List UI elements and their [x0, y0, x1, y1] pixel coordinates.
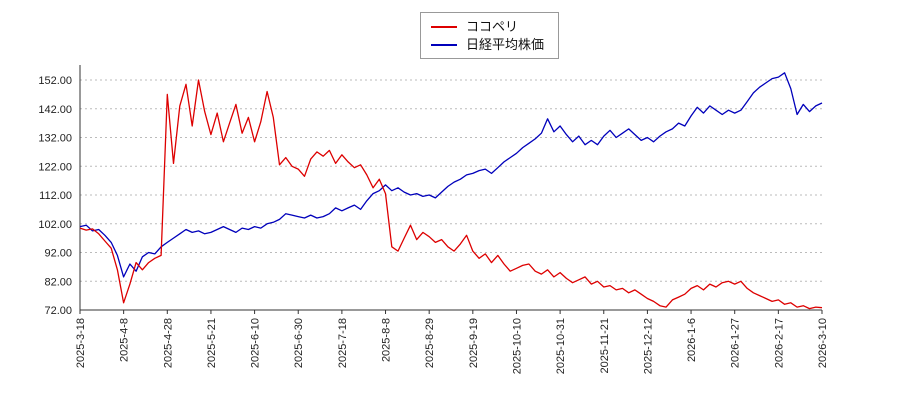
x-tick-label: 2025-6-30	[293, 318, 305, 368]
legend-label-nikkei: 日経平均株価	[466, 37, 545, 52]
series-line-kokopelli	[79, 79, 823, 310]
x-tick-label: 2026-1-27	[730, 318, 742, 368]
y-tick-label: 132.00	[38, 133, 72, 145]
x-tick-label: 2025-8-8	[381, 318, 393, 362]
x-tick-label: 2025-7-18	[337, 318, 349, 368]
x-tick-label: 2025-8-29	[424, 318, 436, 368]
series-line-nikkei	[79, 72, 823, 278]
x-tick-label: 2025-6-10	[250, 318, 262, 368]
legend-item-nikkei: 日経平均株価	[431, 38, 544, 51]
x-tick-label: 2025-9-19	[468, 318, 480, 368]
legend-label-kokopelli: ココペリ	[466, 19, 519, 34]
y-tick-label: 142.00	[38, 104, 72, 116]
y-tick-label: 82.00	[44, 276, 72, 288]
y-tick-label: 102.00	[38, 219, 72, 231]
y-tick-label: 152.00	[38, 75, 72, 87]
y-tick-label: 92.00	[44, 248, 72, 260]
x-tick-label: 2026-1-6	[686, 318, 698, 362]
x-tick-label: 2025-3-18	[75, 318, 87, 368]
x-tick-label: 2025-10-31	[555, 318, 567, 374]
x-tick-label: 2025-4-28	[162, 318, 174, 368]
x-tick-label: 2025-10-10	[511, 318, 523, 374]
x-tick-label: 2025-12-12	[642, 318, 654, 374]
y-tick-label: 72.00	[44, 305, 72, 317]
x-tick-label: 2026-2-17	[773, 318, 785, 368]
chart-legend: ココペリ 日経平均株価	[420, 12, 560, 59]
legend-item-kokopelli: ココペリ	[431, 20, 544, 33]
x-tick-label: 2026-3-10	[817, 318, 829, 368]
y-tick-label: 112.00	[39, 190, 72, 202]
x-tick-label: 2025-5-21	[206, 318, 218, 368]
legend-line-blue	[431, 43, 457, 46]
x-tick-label: 2025-11-21	[599, 318, 611, 373]
x-tick-label: 2025-4-8	[119, 318, 131, 362]
y-tick-label: 122.00	[38, 161, 72, 173]
legend-line-red	[431, 25, 457, 28]
